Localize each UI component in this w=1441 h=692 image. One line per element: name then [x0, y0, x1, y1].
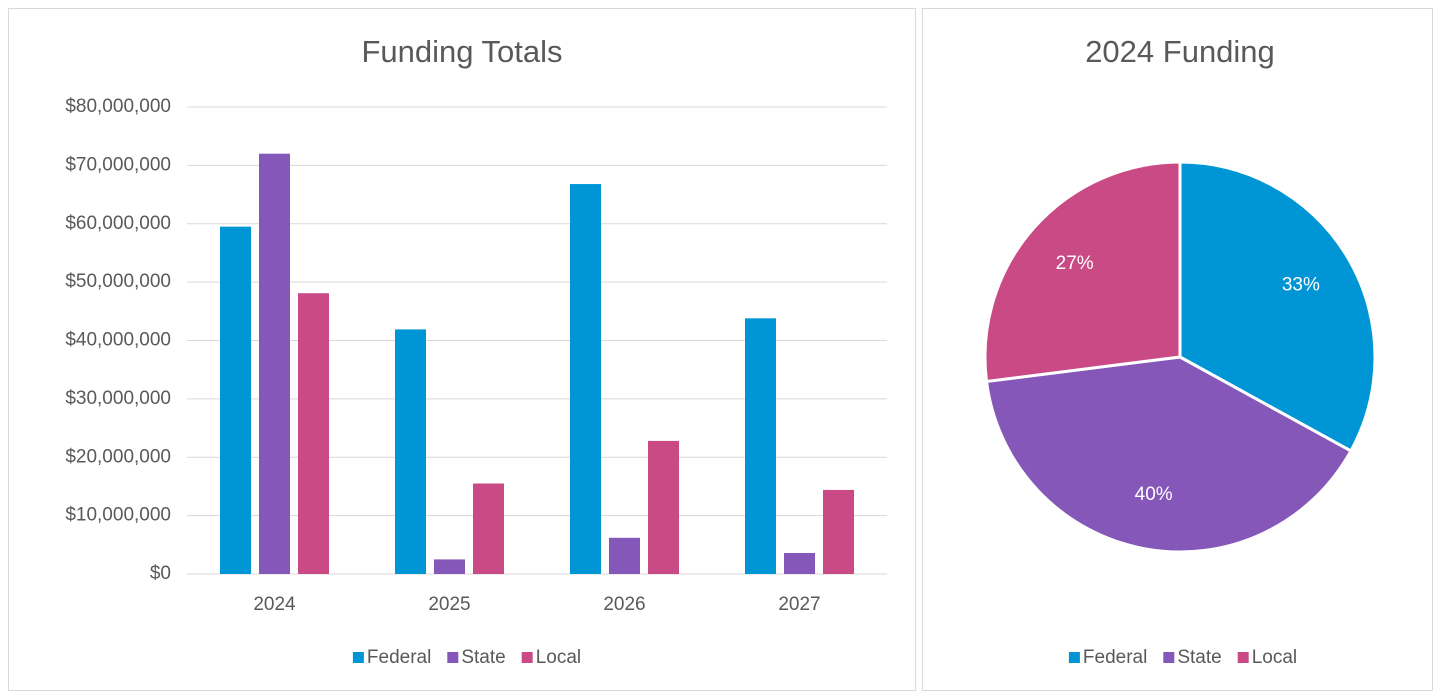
x-tick-label: 2024 [253, 594, 296, 615]
bar [434, 559, 465, 574]
bar [784, 552, 815, 574]
bar [648, 440, 679, 574]
legend-label: Local [536, 647, 581, 668]
y-tick-label: $60,000,000 [65, 213, 171, 234]
bar [473, 483, 504, 574]
x-tick-label: 2025 [428, 594, 470, 615]
legend-label: State [461, 647, 505, 668]
legend-swatch [521, 652, 533, 663]
legend-swatch [1237, 652, 1249, 663]
legend-swatch [1163, 652, 1175, 663]
bar [609, 537, 640, 574]
legend-label: Local [1252, 647, 1297, 668]
bar [570, 184, 601, 574]
bar [220, 226, 251, 574]
chart-title: Funding Totals [361, 34, 562, 69]
data-label: 27% [1056, 253, 1094, 274]
y-tick-label: $10,000,000 [65, 505, 171, 526]
y-tick-label: $70,000,000 [65, 154, 171, 175]
pie-slice [984, 355, 1353, 554]
y-tick-label: $0 [150, 563, 171, 584]
bar [823, 489, 854, 574]
legend-swatch [352, 652, 364, 663]
x-tick-label: 2027 [778, 594, 820, 615]
bar [298, 293, 329, 574]
bar [395, 329, 426, 574]
pie-slice [983, 160, 1182, 384]
bar [745, 318, 776, 574]
legend-label: Federal [1083, 647, 1147, 668]
chart-title: 2024 Funding [1085, 34, 1275, 69]
legend-label: Federal [367, 647, 431, 668]
data-label: 33% [1282, 275, 1320, 296]
legend-swatch [447, 652, 459, 663]
y-tick-label: $30,000,000 [65, 388, 171, 409]
y-tick-label: $50,000,000 [65, 271, 171, 292]
pie-slice [1178, 160, 1377, 453]
data-label: 40% [1135, 484, 1173, 505]
y-tick-label: $40,000,000 [65, 330, 171, 351]
y-tick-label: $80,000,000 [65, 96, 171, 117]
legend-swatch [1068, 652, 1080, 663]
y-tick-label: $20,000,000 [65, 446, 171, 467]
bar [259, 153, 290, 574]
x-tick-label: 2026 [603, 594, 645, 615]
legend-label: State [1177, 647, 1221, 668]
